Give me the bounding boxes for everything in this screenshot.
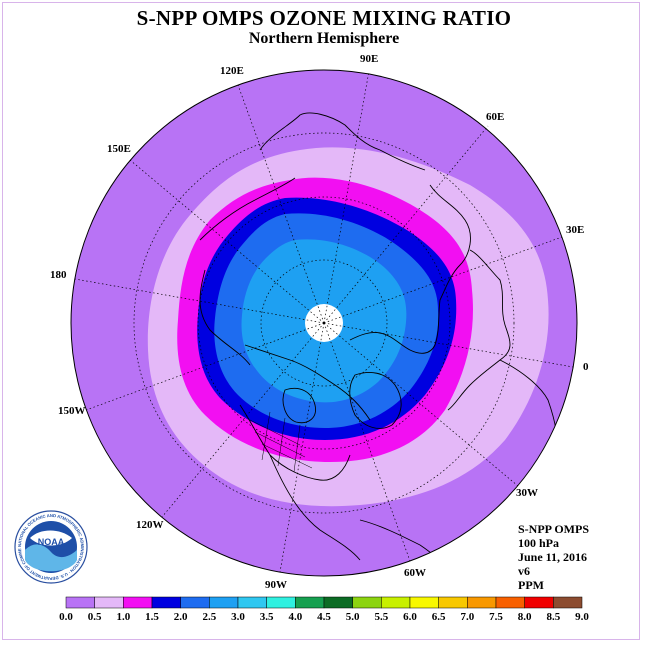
colorbar-swatch	[467, 596, 497, 609]
colorbar-tick-label: 6.0	[403, 611, 417, 623]
coast-eurasia-north	[349, 184, 471, 354]
lat-60	[197, 196, 451, 450]
colorbar-tick-label: 2.0	[174, 611, 188, 623]
colorbar-tick-label: 1.5	[145, 611, 159, 623]
figure-frame	[2, 2, 640, 640]
lon-label-60w: 60W	[404, 567, 426, 579]
colorbar-swatch	[381, 596, 411, 609]
colorbar-swatch	[180, 596, 210, 609]
map-border	[70, 69, 578, 577]
lon-label-120e: 120E	[220, 65, 244, 77]
colorbar-swatch	[209, 596, 239, 609]
colorbar-tick-label: 7.5	[489, 611, 503, 623]
colorbar-swatch	[295, 596, 325, 609]
colorbar-swatch	[123, 596, 153, 609]
colorbar-swatch	[151, 596, 181, 609]
colorbar-swatch	[65, 596, 95, 609]
colorbar-swatch	[409, 596, 439, 609]
colorbar-swatch	[266, 596, 296, 609]
coast-canada	[244, 344, 371, 421]
map-title: S-NPP OMPS OZONE MIXING RATIO	[136, 6, 512, 30]
colorbar-tick-label: 8.0	[518, 611, 532, 623]
map-subtitle: Northern Hemisphere	[248, 30, 400, 47]
colorbar-tick-label: 2.5	[202, 611, 216, 623]
meridian-60e	[323, 125, 489, 324]
colorbar-swatch	[94, 596, 124, 609]
info-block: S-NPP OMPS 100 hPa June 11, 2016 v6 PPM	[518, 522, 589, 592]
coast-asia-east	[259, 112, 426, 171]
info-units: PPM	[518, 578, 544, 592]
coast-alaska	[199, 269, 251, 366]
colorbar-tick-label: 9.0	[575, 611, 589, 623]
info-level: 100 hPa	[518, 536, 560, 550]
logo-wave	[25, 544, 77, 572]
colorbar-swatch	[524, 596, 554, 609]
colorbar-tick-label: 4.5	[317, 611, 331, 623]
colorbar-swatch	[438, 596, 468, 609]
colorbar-tick-label: 1.0	[116, 611, 130, 623]
colorbar-tick-label: 5.5	[374, 611, 388, 623]
logo-ring-text: NATIONAL OCEANIC AND ATMOSPHERIC ADMINIS…	[0, 0, 85, 581]
coast-kamchatka	[199, 177, 296, 241]
lon-label-60e: 60E	[486, 111, 504, 123]
graticule	[74, 70, 574, 573]
colorbar	[65, 596, 583, 609]
colorbar-swatch	[323, 596, 353, 609]
info-date: June 11, 2016	[518, 550, 588, 564]
lon-label-30w: 30W	[516, 487, 538, 499]
coastlines	[199, 112, 558, 576]
longitude-labels: 90E 60E 30E 0 30W 60W 90W 120W 150W 180 …	[50, 53, 589, 591]
colorbar-swatch	[352, 596, 382, 609]
lon-label-150e: 150E	[107, 143, 131, 155]
lon-label-180: 180	[50, 269, 67, 281]
lat-80	[260, 259, 388, 387]
logo-bird	[30, 530, 72, 546]
colorbar-tick-label: 5.0	[346, 611, 360, 623]
coast-hudson	[282, 387, 316, 424]
colorbar-labels: 0.0 0.5 1.0 1.5 2.0 2.5 3.0 3.5 4.0 4.5 5.0 5.5 6.0 6…	[59, 611, 589, 623]
colorbar-tick-label: 0.0	[59, 611, 73, 623]
colorbar-swatch	[237, 596, 267, 609]
logo-text: NOAA	[38, 537, 65, 547]
colorbar-tick-label: 0.5	[88, 611, 102, 623]
coast-central-america	[269, 454, 361, 561]
lon-label-120w: 120W	[136, 519, 164, 531]
lat-40	[133, 132, 515, 514]
colorbar-swatch	[553, 596, 583, 609]
colorbar-tick-label: 3.0	[231, 611, 245, 623]
lon-label-90e: 90E	[360, 53, 378, 65]
coast-europe	[447, 249, 511, 411]
info-instrument: S-NPP OMPS	[518, 522, 589, 536]
meridian-90e	[323, 70, 370, 324]
lon-label-0: 0	[583, 361, 589, 373]
colorbar-tick-label: 6.5	[432, 611, 446, 623]
colorbar-tick-label: 4.0	[288, 611, 302, 623]
colorbar-swatch	[495, 596, 525, 609]
state-boundaries	[249, 411, 313, 473]
info-version: v6	[518, 564, 530, 578]
lon-label-150w: 150W	[58, 405, 86, 417]
colorbar-tick-label: 8.5	[546, 611, 560, 623]
colorbar-tick-label: 7.0	[460, 611, 474, 623]
colorbar-tick-label: 3.5	[260, 611, 274, 623]
coast-greenland	[349, 372, 402, 429]
lon-label-90w: 90W	[265, 579, 287, 591]
lon-label-30e: 30E	[566, 224, 584, 236]
coast-usa	[239, 404, 351, 481]
